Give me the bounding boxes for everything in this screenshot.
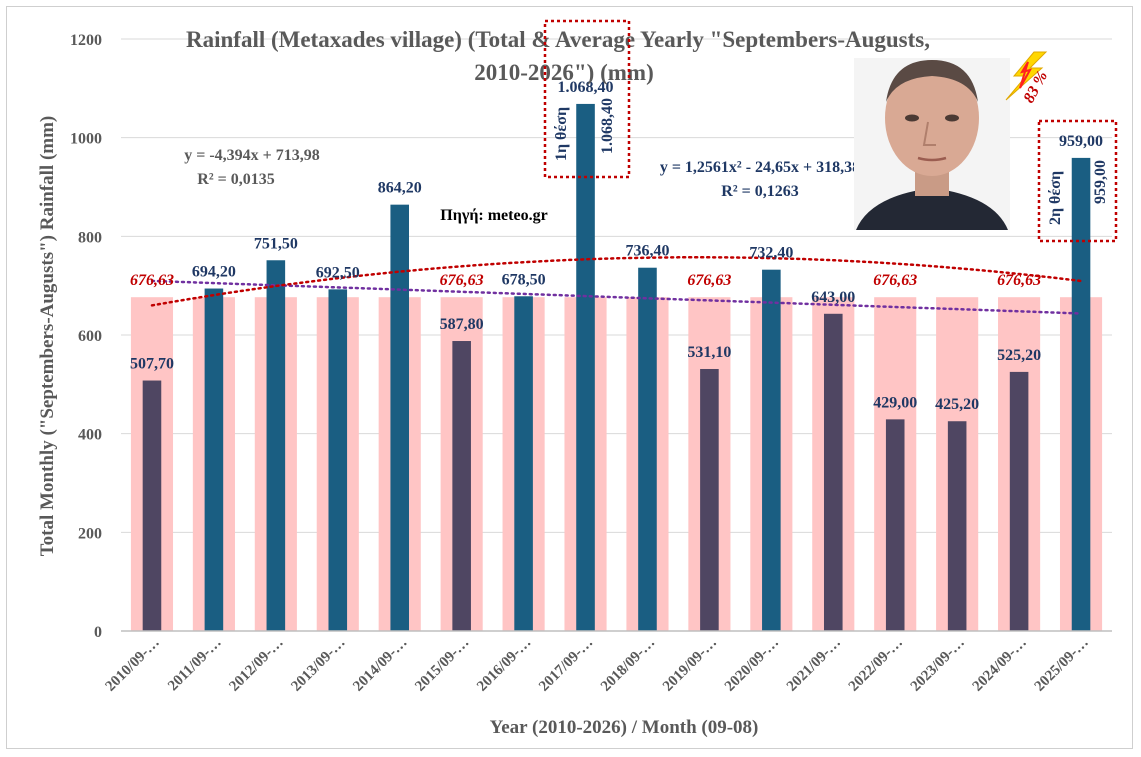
x-tick-label: 2024/09-…	[970, 635, 1030, 695]
x-tick-label: 2025/09-…	[1032, 635, 1092, 695]
x-axis-title: Year (2010-2026) / Month (09-08)	[490, 717, 759, 738]
average-label: 676,63	[130, 272, 174, 289]
value-label: 959,00	[1059, 133, 1103, 150]
value-label: 425,20	[935, 396, 979, 413]
value-bar	[1071, 157, 1091, 632]
value-label: 736,40	[625, 243, 669, 260]
x-tick-label: 2013/09-…	[288, 635, 348, 695]
value-bar	[1009, 371, 1029, 631]
y-tick-label: 400	[78, 427, 102, 444]
poly-trend-equation: y = 1,2561x² - 24,65x + 318,38	[660, 159, 860, 176]
value-label: 531,10	[687, 344, 731, 361]
x-tick-label: 2016/09-…	[474, 635, 534, 695]
x-tick-label: 2022/09-…	[846, 635, 906, 695]
linear-trendline	[150, 279, 1083, 315]
value-bar	[823, 313, 843, 631]
average-label: 676,63	[873, 272, 917, 289]
value-bar	[204, 288, 224, 631]
value-label: 864,20	[378, 180, 422, 197]
y-tick-label: 600	[78, 328, 102, 345]
value-bars	[142, 103, 1091, 632]
x-tick-label: 2018/09-…	[598, 635, 658, 695]
x-tick-label: 2017/09-…	[536, 635, 596, 695]
rank1-text: 1η θέση	[553, 107, 570, 161]
value-label: 678,50	[502, 271, 546, 288]
x-tick-label: 2014/09-…	[350, 635, 410, 695]
value-bar	[142, 380, 162, 631]
data-labels: 507,70 694,20 751,50 692,50 864,20 587,80 678,…	[130, 79, 1103, 413]
x-tick-label: 2023/09-…	[908, 635, 968, 695]
chart-title-line1: Rainfall (Metaxades village) (Total & Av…	[186, 27, 930, 52]
average-label: 676,63	[440, 272, 484, 289]
x-tick-label: 2012/09-…	[226, 635, 286, 695]
x-tick-label: 2021/09-…	[784, 635, 844, 695]
value-bar	[762, 269, 781, 631]
y-tick-label: 1200	[70, 32, 102, 49]
rank1-highlight-box	[543, 19, 631, 179]
x-tick-label: 2011/09-…	[165, 635, 225, 695]
average-label: 676,63	[997, 272, 1041, 289]
value-bar	[452, 341, 471, 631]
x-tick-label: 2010/09-…	[103, 635, 163, 695]
value-label: 643,00	[811, 289, 855, 306]
source-label: Πηγή: meteo.gr	[440, 207, 547, 224]
y-axis-title: Total Monthly ("Septembers-Augusts") Rai…	[37, 116, 58, 557]
value-label: 751,50	[254, 235, 298, 252]
y-tick-label: 200	[78, 525, 102, 542]
polynomial-trendline	[150, 256, 1083, 307]
linear-trend-equation: y = -4,394x + 713,98	[184, 147, 320, 164]
rank2-text: 2η θέση	[1047, 171, 1064, 225]
value-label: 692,50	[316, 264, 360, 281]
chart-frame	[6, 6, 1133, 749]
value-label: 507,70	[130, 356, 174, 373]
value-label: 587,80	[440, 316, 484, 333]
value-label: 732,40	[749, 245, 793, 262]
x-tick-label: 2020/09-…	[722, 635, 782, 695]
average-label: 676,63	[687, 272, 731, 289]
value-bar	[947, 421, 967, 631]
value-label: 694,20	[192, 264, 236, 281]
x-tick-label: 2019/09-…	[660, 635, 720, 695]
value-bar	[576, 103, 595, 631]
rank2-value: 959,00	[1092, 160, 1109, 204]
value-label: 429,00	[873, 394, 917, 411]
portrait-photo	[854, 58, 1010, 230]
value-bar	[885, 419, 905, 631]
value-bar	[514, 296, 533, 631]
y-tick-label: 1000	[70, 131, 102, 148]
y-tick-label: 0	[94, 624, 102, 641]
value-bar	[390, 204, 410, 632]
y-tick-label: 800	[78, 229, 102, 246]
rank1-value: 1.068,40	[599, 98, 616, 154]
trendlines	[150, 256, 1083, 315]
value-bar	[638, 267, 657, 631]
value-bar	[328, 289, 348, 631]
value-label: 1.068,40	[558, 79, 614, 96]
value-bar	[700, 368, 719, 631]
chart-title-line2: 2010-2026") (mm)	[474, 60, 653, 85]
lightning-icon	[1005, 51, 1048, 101]
poly-trend-r2: R² = 0,1263	[721, 183, 798, 200]
value-bar	[266, 260, 286, 631]
rank2-highlight-box	[1037, 119, 1118, 243]
x-tick-label: 2015/09-…	[412, 635, 472, 695]
linear-trend-r2: R² = 0,0135	[197, 171, 274, 188]
value-label: 525,20	[997, 347, 1041, 364]
